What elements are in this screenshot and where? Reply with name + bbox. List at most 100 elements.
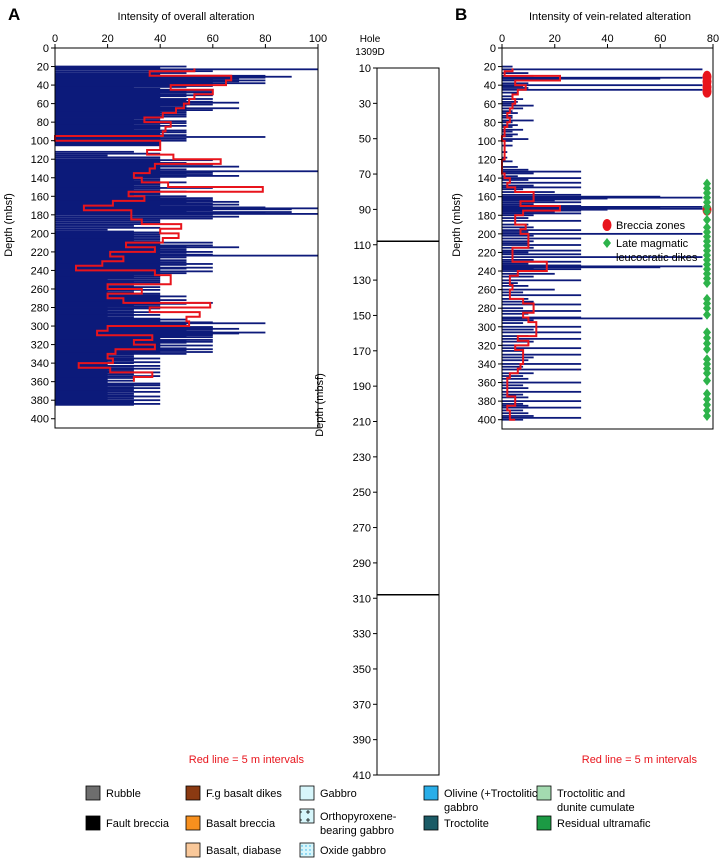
alteration-bar <box>55 313 134 315</box>
alteration-bar <box>502 353 582 356</box>
alteration-bar <box>55 73 161 76</box>
alteration-bar <box>55 162 161 165</box>
leucocratic-dike-marker <box>703 344 711 355</box>
alteration-bar <box>55 314 134 317</box>
y-tick-label: 180 <box>31 210 49 222</box>
alteration-bar <box>55 280 134 283</box>
alteration-bar <box>55 81 213 84</box>
alteration-bar <box>502 76 703 79</box>
alteration-bar <box>502 359 529 362</box>
alteration-bar <box>55 379 134 382</box>
y-tick-label: 360 <box>31 377 49 389</box>
y-tick-label: 80 <box>484 117 496 129</box>
alteration-bar <box>55 391 108 394</box>
y-tick-label: 120 <box>31 154 49 166</box>
alteration-bar <box>55 321 213 324</box>
alteration-bar <box>55 141 161 144</box>
alteration-bar <box>502 186 582 189</box>
alteration-bar <box>55 117 161 120</box>
y-tick-label: 340 <box>478 359 496 371</box>
alteration-bar <box>55 247 161 250</box>
alteration-bar <box>55 339 187 342</box>
alteration-bar <box>55 314 161 316</box>
alteration-bar <box>55 111 161 113</box>
y-tick-label: 240 <box>31 265 49 277</box>
alteration-bar <box>502 384 524 387</box>
alteration-bar <box>55 376 108 378</box>
inset-breccia-label: Breccia zones <box>616 220 686 232</box>
legend-label: Basalt breccia <box>206 818 276 830</box>
alteration-bar <box>502 294 582 297</box>
inset-dike-label-1: Late magmatic <box>616 238 689 250</box>
alteration-bar <box>55 350 161 352</box>
inset-dike-icon <box>603 238 611 248</box>
alteration-bar <box>502 102 513 105</box>
alteration-bar <box>55 390 134 392</box>
legend-label: Olivine (+Troctolitic) <box>444 788 541 800</box>
alteration-bar <box>502 175 518 178</box>
alteration-bar <box>55 278 108 281</box>
alteration-bar <box>55 104 187 107</box>
alteration-bar <box>55 276 161 278</box>
alteration-bar <box>55 322 266 325</box>
alteration-bar <box>55 364 108 366</box>
alteration-bar <box>55 137 187 140</box>
alteration-bar <box>55 385 108 388</box>
alteration-bar <box>502 406 582 409</box>
alteration-bar <box>502 160 513 163</box>
alteration-bar <box>55 372 108 375</box>
leucocratic-dike-marker <box>703 338 711 349</box>
panel-a-title: Intensity of overall alteration <box>118 11 255 23</box>
alteration-bar <box>55 386 134 389</box>
alteration-bar <box>502 84 703 87</box>
x-tick-label: 60 <box>654 33 666 45</box>
alteration-bar <box>55 403 161 405</box>
x-tick-label: 0 <box>499 33 505 45</box>
alteration-bar <box>502 328 534 331</box>
alteration-bar <box>55 318 187 321</box>
alteration-bar <box>55 253 213 256</box>
alteration-bar <box>502 206 703 208</box>
alteration-bar <box>502 416 582 419</box>
y-tick-label: 240 <box>478 266 496 278</box>
legend-swatch <box>299 808 315 824</box>
alteration-bar <box>55 342 161 345</box>
lithology-ylabel: Depth (mbsf) <box>314 373 326 437</box>
alteration-bar <box>55 99 187 102</box>
interval-line <box>54 68 264 382</box>
alteration-bar <box>55 113 187 116</box>
alteration-bar <box>502 258 534 261</box>
alteration-bar <box>55 92 161 95</box>
y-tick-label: 60 <box>37 99 49 111</box>
alteration-bar <box>55 183 161 186</box>
panel-b-title: Intensity of vein-related alteration <box>529 11 691 23</box>
alteration-bar <box>55 266 213 269</box>
alteration-bar <box>55 282 134 285</box>
y-tick-label: 260 <box>31 284 49 296</box>
alteration-bar <box>55 72 187 74</box>
alteration-bar <box>55 88 187 91</box>
alteration-bar <box>55 338 161 340</box>
alteration-bar <box>55 330 213 333</box>
alteration-bar <box>502 268 582 271</box>
alteration-bar <box>55 397 134 400</box>
alteration-bar <box>502 240 534 243</box>
legend-swatch <box>85 785 101 801</box>
alteration-bar <box>55 399 161 402</box>
alteration-bar <box>55 281 161 284</box>
alteration-bar <box>55 255 161 258</box>
alteration-bar <box>502 196 703 199</box>
y-tick-label: 410 <box>353 770 371 782</box>
y-tick-label: 40 <box>37 80 49 92</box>
y-tick-label: 220 <box>478 247 496 259</box>
alteration-bar <box>55 165 240 168</box>
alteration-bar <box>55 400 134 403</box>
alteration-bar <box>55 187 161 190</box>
alteration-bar <box>55 291 134 294</box>
alteration-bar <box>55 228 108 231</box>
alteration-bar <box>502 270 529 272</box>
alteration-bar <box>55 78 213 81</box>
alteration-bar <box>55 169 161 172</box>
x-tick-label: 20 <box>101 33 113 45</box>
